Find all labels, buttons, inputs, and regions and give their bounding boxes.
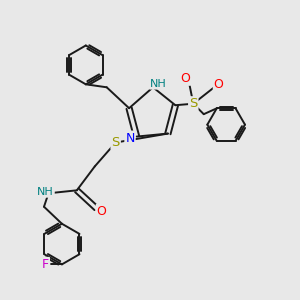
Text: S: S: [189, 97, 197, 110]
Text: NH: NH: [37, 187, 54, 197]
Text: F: F: [42, 258, 49, 271]
Text: NH: NH: [150, 79, 167, 89]
Text: O: O: [97, 205, 106, 218]
Text: N: N: [125, 132, 135, 145]
Text: O: O: [180, 72, 190, 85]
Text: S: S: [112, 136, 120, 149]
Text: O: O: [214, 78, 224, 91]
